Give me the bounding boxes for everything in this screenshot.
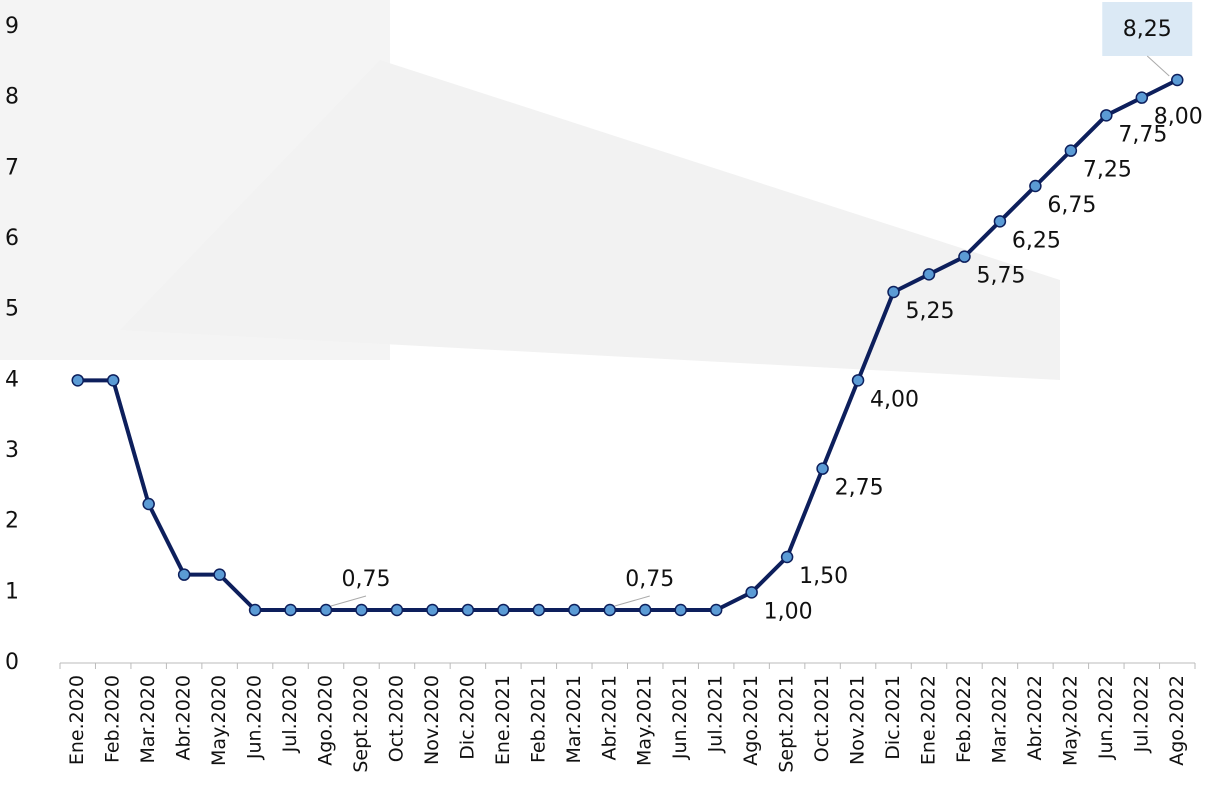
marker [213, 568, 226, 581]
x-tick-label: Oct.2020 [385, 675, 407, 762]
marker [177, 568, 191, 581]
data-label: 5,25 [906, 299, 955, 324]
y-tick-label: 0 [5, 650, 19, 675]
marker [461, 603, 475, 617]
x-tick-label: Oct.2021 [811, 675, 833, 762]
marker [780, 550, 794, 564]
data-label: 1,50 [799, 564, 848, 589]
data-label: 4,00 [870, 387, 919, 412]
data-label: 1,00 [764, 599, 813, 624]
y-tick-label: 2 [5, 509, 19, 534]
x-tick-label: May.2022 [1059, 675, 1081, 766]
x-tick-label: Abr.2020 [173, 675, 195, 761]
data-label: 7,75 [1118, 122, 1167, 147]
x-tick-label: Mar.2021 [563, 675, 585, 764]
x-tick-label: Sept.2020 [350, 675, 372, 773]
marker [532, 603, 546, 617]
marker [106, 374, 120, 387]
x-tick-label: Mar.2022 [988, 675, 1010, 764]
marker [497, 603, 510, 617]
x-tick-label: Ene.2021 [492, 675, 514, 765]
leader-line [614, 595, 650, 607]
marker [355, 603, 368, 617]
x-tick-label: Nov.2021 [847, 675, 869, 765]
data-label: 6,75 [1047, 193, 1096, 218]
y-tick-label: 4 [5, 367, 19, 392]
marker [390, 603, 404, 617]
x-tick-label: Dic.2020 [456, 675, 478, 760]
marker [568, 603, 581, 617]
x-tick-label: Jun.2021 [669, 675, 691, 760]
marker [319, 603, 333, 617]
x-tick-label: Sept.2021 [776, 675, 798, 773]
x-tick-label: May.2020 [208, 675, 230, 766]
y-tick-label: 9 [5, 14, 19, 39]
data-label: 8,00 [1154, 105, 1203, 130]
y-tick-label: 3 [5, 438, 19, 463]
marker [887, 285, 900, 299]
marker [993, 215, 1007, 228]
x-tick-label: Ene.2022 [917, 675, 939, 765]
marker [426, 603, 439, 617]
x-tick-label: Jun.2020 [244, 675, 266, 760]
marker [922, 268, 936, 281]
y-tick-label: 6 [5, 226, 19, 251]
marker [71, 374, 84, 387]
marker [958, 250, 971, 263]
marker [745, 586, 758, 599]
x-tick-label: Mar.2020 [137, 675, 159, 764]
x-tick-label: Abr.2022 [1024, 675, 1046, 761]
y-tick-label: 7 [5, 155, 19, 180]
marker [1064, 144, 1078, 157]
x-tick-label: Jul.2022 [1130, 675, 1152, 753]
leader-line [330, 595, 367, 607]
marker [816, 462, 829, 475]
marker [1135, 91, 1149, 104]
y-tick-label: 5 [5, 297, 19, 322]
x-tick-label: Nov.2020 [421, 675, 443, 765]
marker [1100, 109, 1113, 122]
x-tick-label: Ago.2021 [740, 675, 762, 766]
x-tick-label: Ago.2022 [1166, 675, 1188, 766]
background-decoration [0, 0, 1060, 380]
marker [709, 603, 723, 617]
data-label: 0,75 [625, 567, 674, 592]
y-tick-label: 1 [5, 579, 19, 604]
x-tick-label: Ago.2020 [315, 675, 337, 766]
x-tick-label: Jul.2021 [705, 675, 727, 753]
marker [1171, 73, 1184, 87]
leader-line [1146, 55, 1170, 77]
data-label: 5,75 [976, 264, 1025, 289]
marker [1029, 179, 1042, 193]
label-box [1102, 2, 1193, 56]
y-tick-label: 8 [5, 85, 19, 110]
data-label: 6,25 [1012, 228, 1061, 253]
marker [851, 374, 865, 387]
x-tick-label: Feb.2020 [102, 675, 124, 763]
x-tick-label: Abr.2021 [598, 675, 620, 761]
marker [142, 497, 155, 511]
marker [248, 603, 262, 617]
marker [603, 603, 617, 617]
marker [284, 603, 297, 617]
x-tick-label: Jul.2020 [279, 675, 301, 753]
x-tick-label: Dic.2021 [882, 675, 904, 760]
x-tick-label: Feb.2022 [953, 675, 975, 763]
marker [674, 603, 687, 617]
x-tick-label: Feb.2021 [527, 675, 549, 763]
x-tick-label: Ene.2020 [66, 675, 88, 765]
x-tick-label: Jun.2022 [1095, 675, 1117, 760]
data-label: 2,75 [835, 476, 884, 501]
data-label: 0,75 [342, 567, 391, 592]
x-tick-label: May.2021 [634, 675, 656, 766]
data-label: 7,25 [1083, 158, 1132, 183]
data-label: 8,25 [1123, 17, 1172, 42]
marker [638, 603, 652, 617]
